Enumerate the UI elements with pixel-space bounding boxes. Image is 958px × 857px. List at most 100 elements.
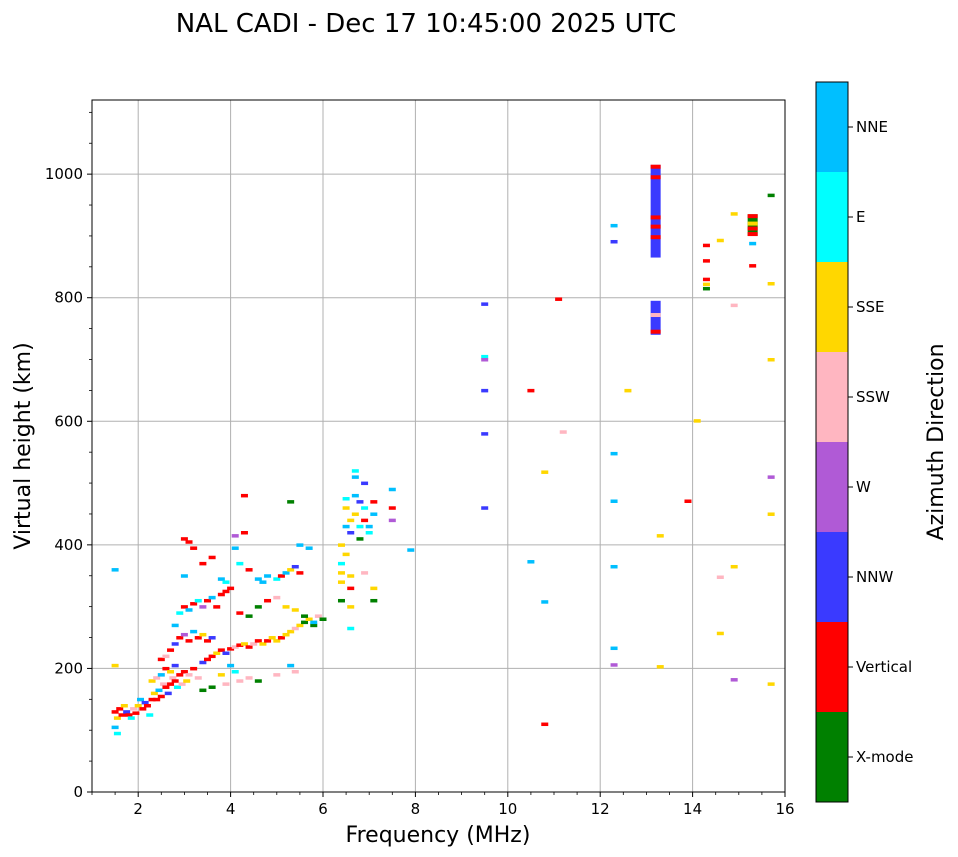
echo-point — [337, 571, 345, 575]
echo-point — [342, 524, 350, 529]
echo-point — [351, 469, 359, 473]
echo-point — [347, 586, 355, 591]
echo-point — [259, 580, 267, 584]
echo-point — [204, 657, 211, 662]
echo-point — [245, 568, 253, 572]
colorbar-label: SSE — [856, 298, 885, 316]
echo-point — [208, 654, 216, 659]
echo-point — [240, 493, 248, 498]
echo-point — [111, 725, 119, 730]
echo-point — [162, 666, 170, 671]
echo-point — [610, 499, 618, 503]
echo-point — [171, 642, 179, 646]
echo-point — [610, 223, 618, 228]
colorbar-frame — [815, 81, 849, 803]
echo-point — [222, 682, 230, 686]
echo-point — [610, 663, 618, 667]
x-tick-label: 14 — [683, 800, 702, 818]
echo-point — [361, 571, 369, 575]
echo-point — [273, 639, 281, 643]
echo-point — [273, 577, 281, 581]
echo-point — [342, 552, 350, 557]
echo-point — [361, 506, 369, 510]
echo-point — [702, 286, 710, 291]
echo-column — [650, 164, 661, 258]
echo-point — [180, 605, 188, 609]
y-axis-label: Virtual height (km) — [11, 342, 36, 549]
echo-point — [282, 571, 290, 575]
echo-point — [287, 500, 295, 504]
echo-point — [162, 685, 170, 689]
echo-point — [347, 518, 355, 523]
echo-point — [365, 531, 373, 535]
echo-point — [291, 608, 299, 612]
echo-point — [370, 512, 378, 516]
echo-point — [291, 670, 299, 674]
echo-point — [767, 282, 775, 286]
echo-point — [190, 629, 198, 634]
echo-point — [287, 629, 295, 634]
echo-point — [176, 673, 184, 677]
echo-point — [730, 303, 738, 308]
echo-point — [365, 524, 373, 529]
echo-point — [351, 475, 359, 479]
echo-point — [227, 647, 235, 651]
echo-point — [120, 704, 128, 708]
colorbar-segment — [816, 622, 848, 712]
plot-grid — [92, 100, 785, 792]
colorbar-label: W — [856, 478, 871, 496]
echo-mark — [650, 313, 661, 318]
echo-point — [222, 589, 230, 594]
echo-point — [157, 694, 165, 699]
echo-point — [282, 632, 290, 637]
echo-point — [527, 388, 535, 393]
echo-point — [767, 193, 775, 198]
echo-point — [171, 663, 179, 668]
echo-point — [213, 651, 221, 655]
echo-point — [702, 282, 710, 287]
echo-point — [245, 676, 253, 680]
echo-point — [342, 506, 350, 510]
echo-point — [194, 598, 202, 603]
echo-point — [337, 543, 345, 547]
x-tick-label: 2 — [133, 800, 143, 818]
echo-point — [314, 614, 322, 618]
echo-point — [388, 518, 396, 523]
y-tick-label: 200 — [54, 659, 83, 677]
echo-point — [160, 682, 168, 686]
echo-point — [167, 648, 175, 652]
echo-point — [171, 623, 179, 628]
echo-point — [259, 642, 267, 646]
echo-point — [113, 731, 121, 736]
echo-point — [139, 707, 147, 711]
echo-point — [716, 575, 724, 579]
echo-point — [185, 540, 193, 544]
echo-point — [185, 608, 193, 612]
colorbar-segment — [816, 82, 848, 172]
echo-point — [610, 451, 618, 456]
echo-point — [541, 600, 549, 604]
echo-point — [254, 577, 262, 581]
x-tick-label: 8 — [411, 800, 421, 818]
echo-point — [180, 670, 188, 674]
echo-point — [199, 660, 207, 665]
echo-point — [194, 676, 202, 680]
echo-point — [167, 670, 175, 674]
echo-point — [231, 670, 239, 674]
echo-point — [370, 598, 378, 603]
colorbar-segment — [816, 172, 848, 262]
x-tick-label: 16 — [775, 800, 794, 818]
echo-point — [767, 358, 775, 362]
echo-point — [162, 654, 170, 659]
echo-point — [716, 631, 724, 636]
echo-point — [245, 645, 253, 649]
echo-point — [767, 475, 775, 479]
echo-point — [388, 487, 396, 492]
echo-point — [656, 534, 664, 538]
echo-point — [716, 238, 724, 243]
echo-point — [199, 688, 207, 693]
echo-point — [610, 239, 618, 244]
echo-point — [287, 568, 295, 572]
echo-point — [164, 691, 172, 696]
